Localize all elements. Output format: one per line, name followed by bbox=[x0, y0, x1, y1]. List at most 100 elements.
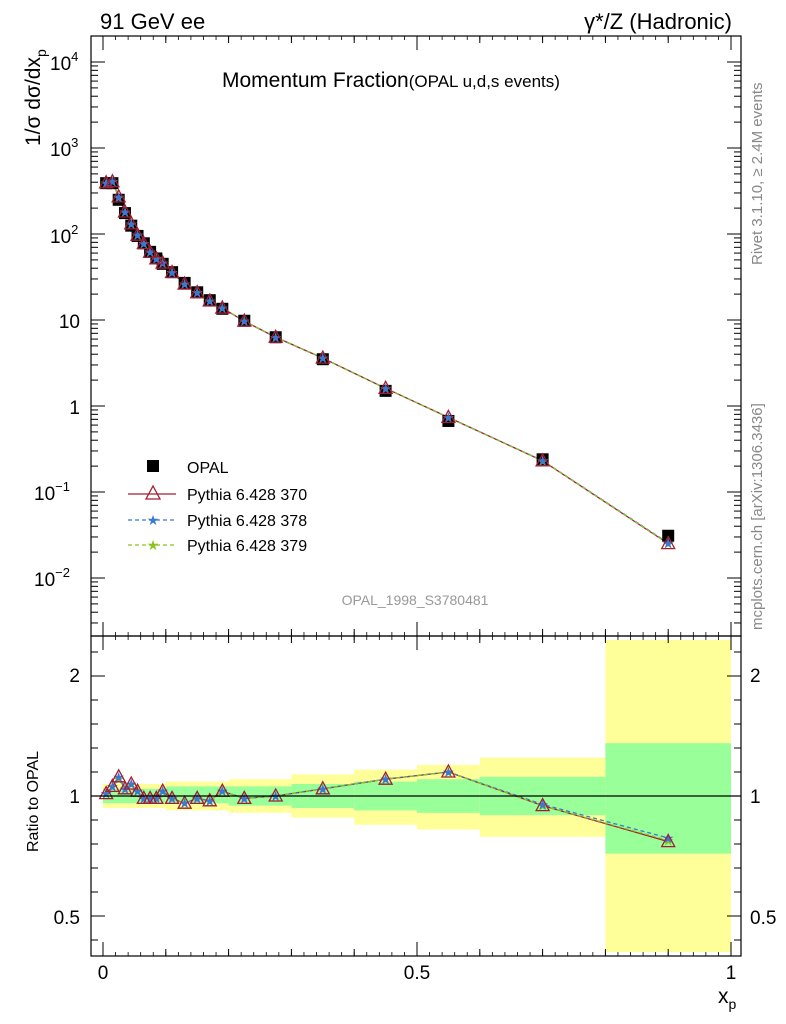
mc378-ratio-point-12: ★ bbox=[191, 790, 204, 806]
mc378-point-2: ★ bbox=[112, 189, 125, 205]
rivet-label: Rivet 3.1.10, ≥ 2.4M events bbox=[749, 83, 766, 266]
mc379-point-19: ★ bbox=[442, 409, 455, 425]
mc370-ratio-point-13 bbox=[202, 792, 218, 807]
mc370-point-21 bbox=[660, 535, 676, 550]
ratio-tick-1-right: 1 bbox=[750, 787, 761, 808]
mc378-point-21: ★ bbox=[662, 535, 675, 551]
y-axis-label: 1/σ dσ/dxp bbox=[22, 49, 49, 146]
analysis-watermark: OPAL_1998_S3780481 bbox=[342, 592, 489, 608]
mc370-ratio-point-12 bbox=[189, 790, 205, 805]
mc379-point-15: ★ bbox=[238, 313, 251, 329]
legend-label-370: Pythia 6.428 370 bbox=[187, 487, 307, 504]
y-tick-1em2: 10−2 bbox=[34, 565, 70, 591]
mc378-point-14: ★ bbox=[216, 300, 229, 316]
mc370-ratio-point-8 bbox=[148, 790, 164, 805]
mc379-point-5: ★ bbox=[131, 227, 144, 243]
mc370-point-2 bbox=[111, 188, 127, 203]
mc378-ratio-point-18: ★ bbox=[379, 771, 392, 787]
mc379-ratio-point-19: ★ bbox=[442, 764, 455, 780]
mc370-point-11 bbox=[177, 275, 193, 290]
mc378-point-1: ★ bbox=[106, 174, 119, 190]
x-tick-1: 1 bbox=[726, 963, 737, 984]
ratio-tick-2-left: 2 bbox=[69, 666, 80, 687]
mc379-ratio-point-6: ★ bbox=[138, 790, 151, 806]
legend-label-378: Pythia 6.428 378 bbox=[187, 513, 307, 530]
mc370-point-8 bbox=[148, 250, 164, 265]
mc379-point-3: ★ bbox=[119, 204, 132, 220]
mc378-point-15: ★ bbox=[238, 313, 251, 329]
opal-point-10 bbox=[166, 266, 179, 279]
mc370-point-6 bbox=[136, 235, 152, 250]
mc378-ratio-point-10: ★ bbox=[166, 790, 179, 806]
mc370-point-15 bbox=[236, 312, 252, 327]
mc370-ratio-point-0 bbox=[98, 785, 114, 800]
mc378-ratio-point-9: ★ bbox=[156, 783, 169, 799]
y-tick-1e4: 104 bbox=[50, 49, 78, 75]
mc378-ratio-point-17: ★ bbox=[317, 781, 330, 797]
mc370-ratio-point-15 bbox=[236, 790, 252, 805]
opal-point-19 bbox=[442, 414, 455, 427]
mc378-ratio-point-11: ★ bbox=[178, 795, 191, 811]
y-tick-labels: 104 103 102 10 1 10−1 10−2 bbox=[34, 49, 80, 591]
ratio-y-axis-label: Ratio to OPAL bbox=[25, 751, 42, 852]
y-tick-1em1: 10−1 bbox=[34, 479, 70, 505]
x-tick-0: 0 bbox=[98, 963, 109, 984]
mc378-ratio-point-14: ★ bbox=[216, 783, 229, 799]
mcplots-label: mcplots.cern.ch [arXiv:1306.3436] bbox=[749, 403, 766, 630]
mc370-point-9 bbox=[155, 254, 171, 269]
legend-marker-370 bbox=[144, 484, 162, 500]
legend-marker-378: ★ bbox=[147, 512, 160, 528]
legend-marker-opal bbox=[147, 460, 159, 472]
mc379-point-1: ★ bbox=[106, 174, 119, 190]
mc370-ratio-point-2 bbox=[111, 768, 127, 783]
mc379-ratio-point-9: ★ bbox=[156, 783, 169, 799]
mc379-point-13: ★ bbox=[203, 293, 216, 309]
plot-title: Momentum Fraction(OPAL u,d,s events) bbox=[222, 69, 560, 92]
mc379-point-18: ★ bbox=[379, 380, 392, 396]
mc370-point-5 bbox=[129, 226, 146, 241]
mc378-point-19: ★ bbox=[442, 409, 455, 425]
x-tick-labels: 0 0.5 1 bbox=[98, 963, 737, 984]
main-markers: ★★★★★★★★★★★★★★ ★★★★★★★★★★★★★★★★★★★★★★ ★★★★… bbox=[98, 173, 676, 551]
mc370-point-16 bbox=[268, 328, 284, 343]
mc379-point-17: ★ bbox=[317, 350, 330, 366]
mc379-point-11: ★ bbox=[178, 276, 191, 292]
ratio-tick-labels: 2 1 0.5 2 1 0.5 bbox=[54, 666, 777, 929]
mc379-ratio-point-7: ★ bbox=[144, 790, 157, 806]
mc370-point-0 bbox=[98, 174, 114, 189]
mc379-ratio-point-20: ★ bbox=[536, 798, 549, 814]
mc370-ratio-point-3 bbox=[117, 780, 133, 795]
mc379-ratio-point-5: ★ bbox=[131, 783, 144, 799]
y-tick-1e2: 102 bbox=[50, 222, 78, 248]
legend-label-379: Pythia 6.428 379 bbox=[187, 538, 307, 555]
plot-title-main: Momentum Fraction bbox=[222, 69, 409, 92]
mc378-point-4: ★ bbox=[125, 216, 138, 232]
mc379-point-20: ★ bbox=[536, 453, 549, 469]
mc379-ratio-point-13: ★ bbox=[203, 793, 216, 809]
mc378-ratio-point-8: ★ bbox=[150, 790, 163, 806]
x-tick-0.5: 0.5 bbox=[404, 963, 430, 984]
mc378-ratio-point-5: ★ bbox=[131, 783, 144, 799]
mc378-ratio-point-0: ★ bbox=[100, 786, 113, 802]
mc378-point-16: ★ bbox=[269, 329, 282, 345]
ratio-tick-2-right: 2 bbox=[750, 666, 761, 687]
opal-point-13 bbox=[203, 294, 216, 307]
mc370-point-18 bbox=[378, 379, 394, 394]
mc378-point-12: ★ bbox=[191, 285, 204, 301]
process-label: γ*/Z (Hadronic) bbox=[584, 9, 732, 34]
mc370-point-19 bbox=[440, 409, 456, 424]
mc379-ratio-point-15: ★ bbox=[238, 790, 251, 806]
mc370-ratio-point-19 bbox=[440, 763, 456, 778]
mc370-point-7 bbox=[142, 243, 158, 258]
ratio-tick-1-left: 1 bbox=[69, 787, 80, 808]
mc378-point-3: ★ bbox=[119, 204, 132, 220]
opal-point-16 bbox=[269, 331, 282, 344]
mc378-point-11: ★ bbox=[178, 276, 191, 292]
legend: OPAL Pythia 6.428 370 ★ Pythia 6.428 378… bbox=[128, 460, 307, 555]
mc370-ratio-point-16 bbox=[268, 787, 284, 802]
mc379-ratio-point-12: ★ bbox=[191, 790, 204, 806]
mc379-point-4: ★ bbox=[125, 216, 138, 232]
ratio-tick-0.5-right: 0.5 bbox=[750, 908, 776, 929]
mc370-ratio-point-10 bbox=[164, 790, 180, 805]
